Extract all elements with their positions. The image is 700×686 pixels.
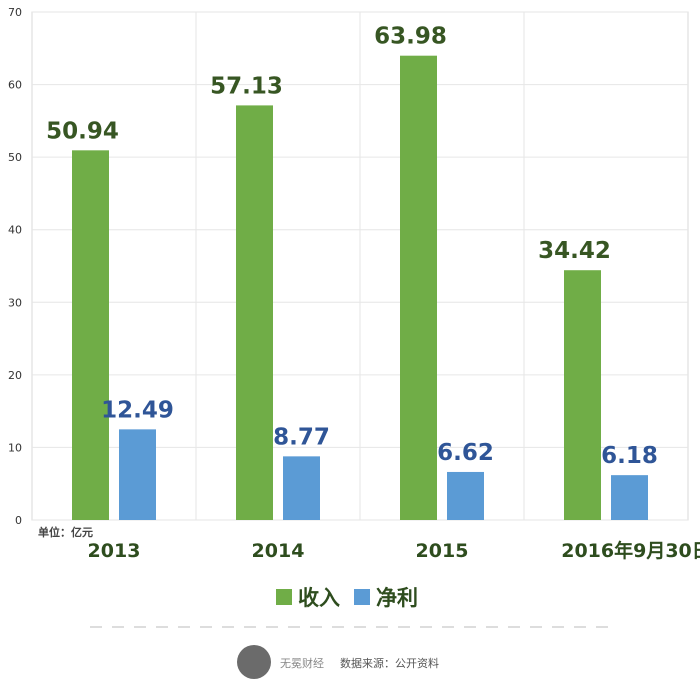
legend-label: 净利 [376,586,418,610]
bar-chart: 0 10 20 30 40 50 60 70 单位：亿元 50.94 12.49 2013 57.13 8… [8,6,700,628]
y-tick-label: 10 [8,441,22,454]
brand-name: 无冕财经 [280,656,324,670]
footer-graphic: 无冕财经 数据来源：公开资料 [237,645,439,679]
y-tick-label: 20 [8,369,22,382]
x-tick-label: 2014 [252,540,305,562]
bar-revenue [400,55,437,521]
y-tick-label: 30 [8,296,22,309]
footer: 无冕财经 数据来源：公开资料 [0,640,700,682]
bar-profit [447,471,484,520]
data-label: 63.98 [374,24,447,50]
bar-revenue [72,150,109,520]
y-tick-label: 0 [15,514,22,527]
data-label: 57.13 [210,73,283,99]
legend-swatch [276,589,292,605]
x-tick-label: 2015 [416,540,469,562]
x-tick-label: 2013 [88,540,141,562]
brand-logo-icon [237,645,271,679]
unit-label: 单位：亿元 [38,525,93,539]
data-label: 6.62 [437,440,494,466]
data-label: 34.42 [538,238,611,264]
y-tick-label: 50 [8,151,22,164]
bar-profit [283,456,320,520]
data-label: 8.77 [273,424,330,450]
bar-revenue [564,270,601,520]
data-source: 数据来源：公开资料 [340,656,439,670]
y-tick-label: 70 [8,6,22,19]
bar-revenue [236,105,273,521]
x-tick-label: 2016年9月30日 [561,539,700,562]
legend-label: 收入 [298,586,340,610]
bar-profit [611,475,648,520]
data-label: 50.94 [46,118,119,144]
legend-swatch [354,589,370,605]
y-tick-label: 40 [8,224,22,237]
data-label: 12.49 [101,397,174,423]
bar-profit [119,429,156,520]
y-tick-label: 60 [8,79,22,92]
data-label: 6.18 [601,443,658,469]
